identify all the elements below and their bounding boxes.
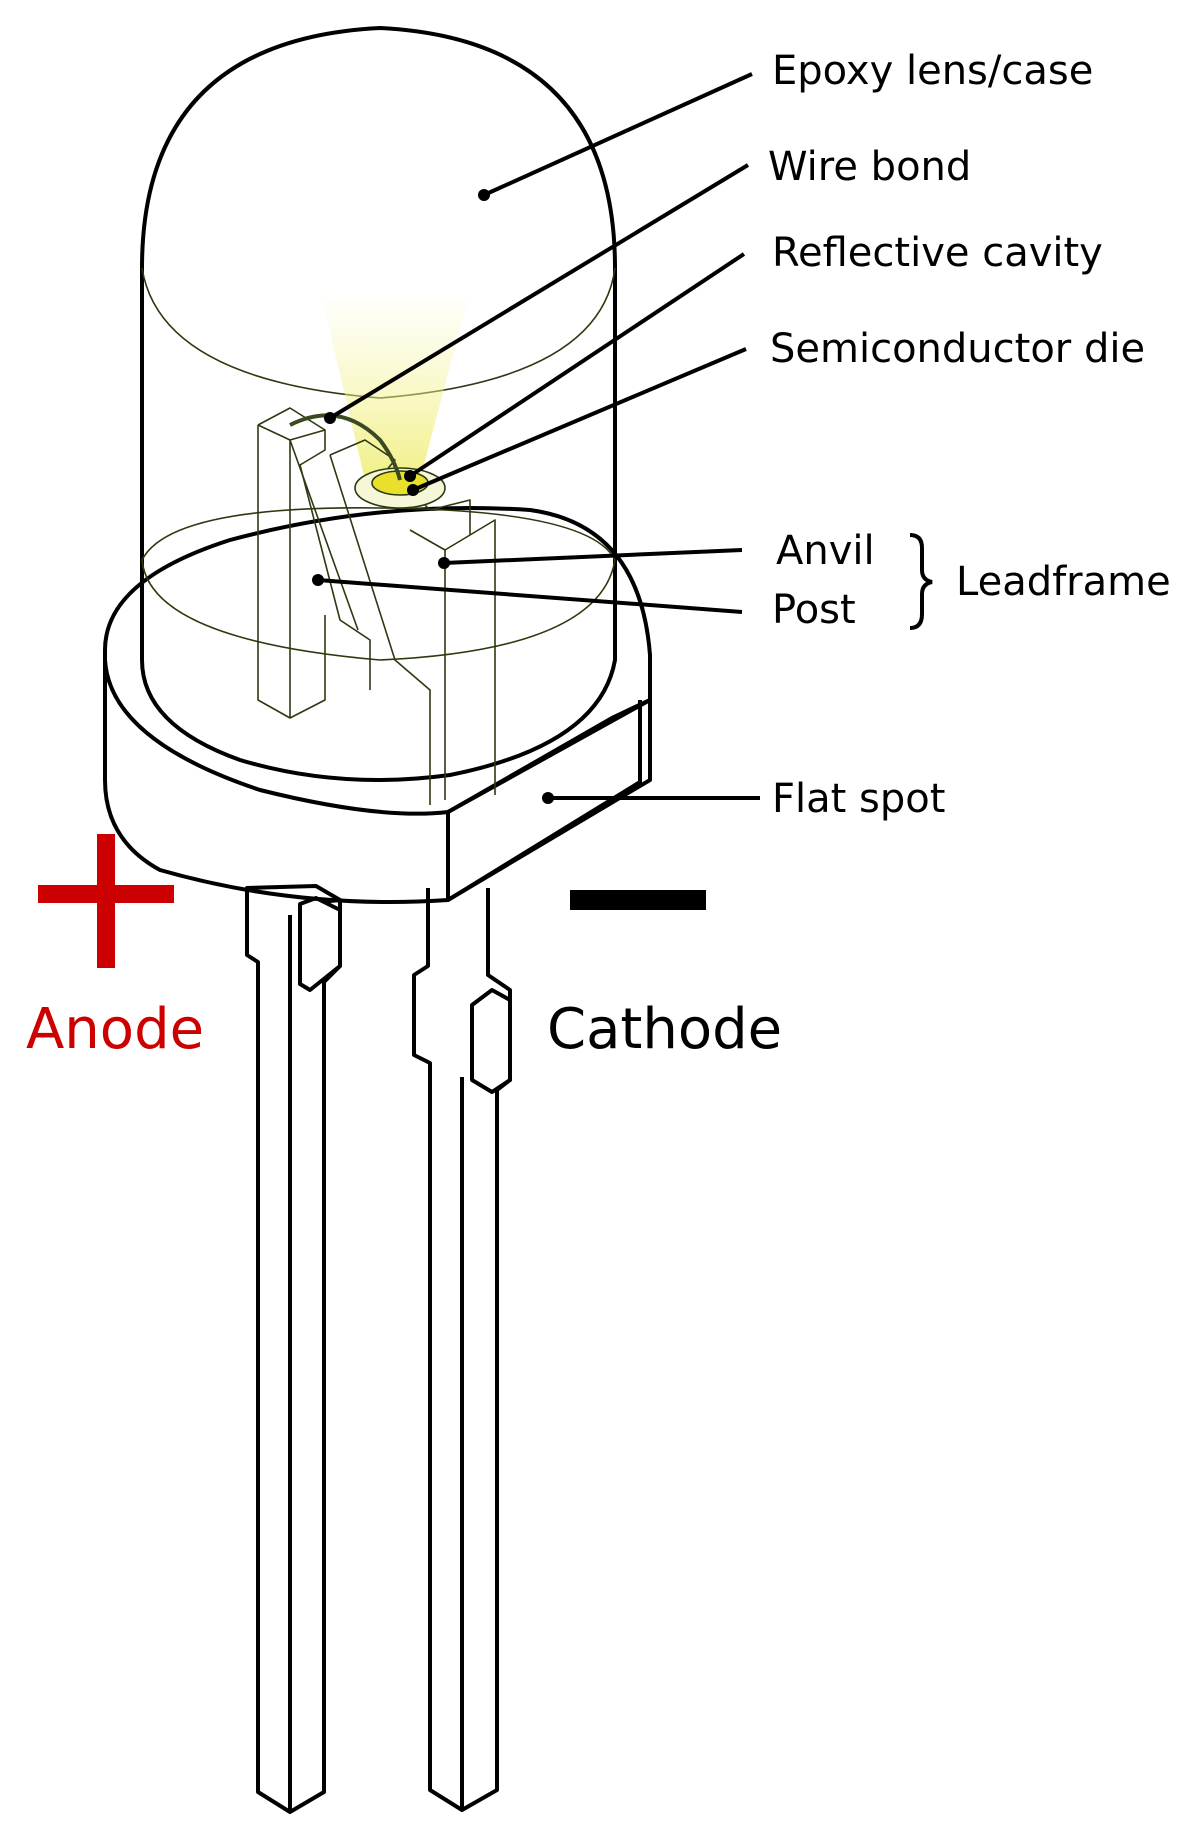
leadframe-brace <box>909 533 933 630</box>
anvil-leader <box>438 548 743 569</box>
minus-icon <box>570 890 706 910</box>
flat-spot-leader <box>542 792 760 804</box>
label-wire-bond: Wire bond <box>768 144 971 190</box>
label-cathode: Cathode <box>547 997 782 1062</box>
post <box>257 407 371 719</box>
reflective-cavity-leader <box>404 252 746 482</box>
cathode-lead <box>412 888 512 1812</box>
anode-lead <box>245 884 342 1814</box>
label-post: Post <box>772 587 856 633</box>
wire-bond <box>289 413 402 481</box>
post-leader <box>312 574 743 614</box>
plus-icon <box>38 834 174 968</box>
label-epoxy-lens: Epoxy lens/case <box>772 48 1093 94</box>
label-semiconductor-die: Semiconductor die <box>770 326 1145 372</box>
label-leadframe: Leadframe <box>956 559 1171 605</box>
label-anode: Anode <box>26 997 204 1062</box>
wire-bond-leader <box>324 163 750 424</box>
label-anvil: Anvil <box>776 528 875 574</box>
semiconductor-die-leader <box>407 347 747 496</box>
label-flat-spot: Flat spot <box>772 776 945 822</box>
label-reflective-cavity: Reflective cavity <box>772 230 1103 276</box>
epoxy-leader <box>478 72 753 201</box>
light-glow <box>320 290 470 480</box>
